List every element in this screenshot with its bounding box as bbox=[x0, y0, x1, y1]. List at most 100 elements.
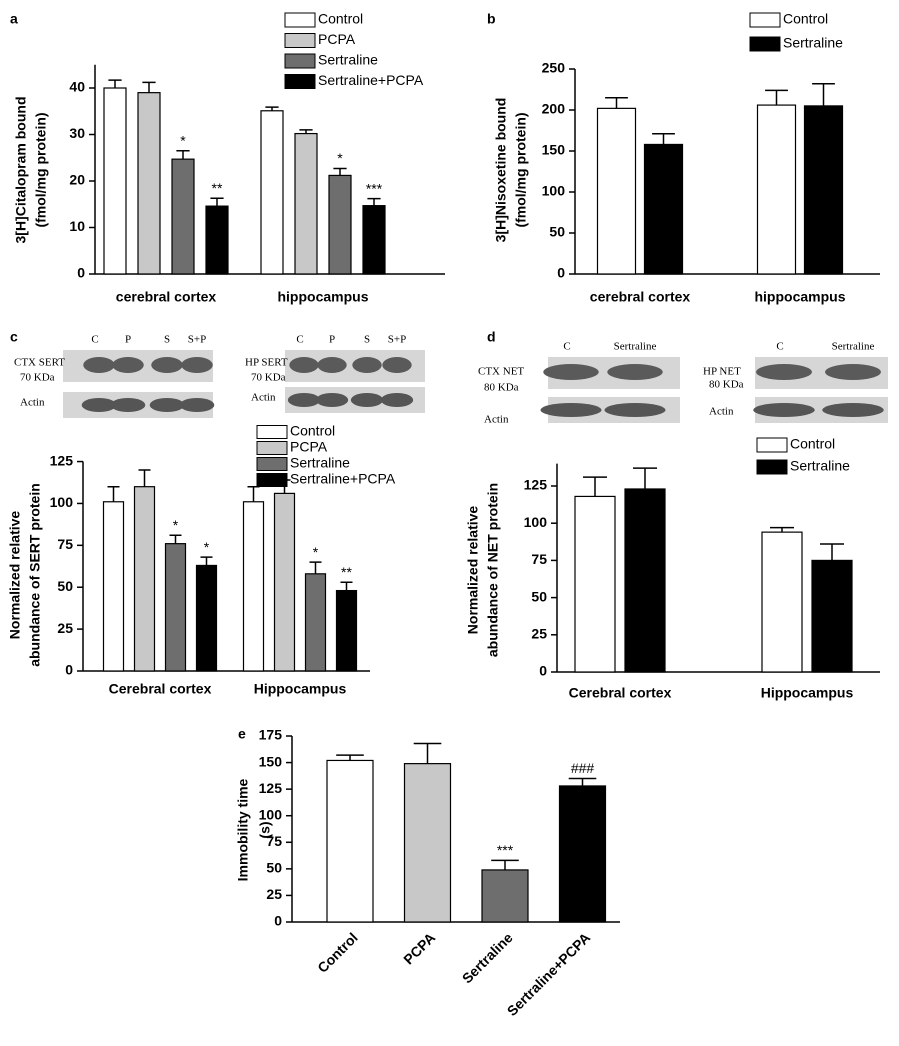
legend-label: Control bbox=[318, 11, 363, 27]
blot-band bbox=[822, 403, 884, 417]
y-tick-label: 50 bbox=[266, 860, 282, 876]
y-tick-label: 125 bbox=[259, 780, 283, 796]
error-bar bbox=[413, 742, 442, 764]
blot-target: CTX SERT bbox=[14, 357, 65, 369]
blot-target: CTX NET bbox=[478, 366, 524, 378]
blot-control: Actin bbox=[709, 406, 734, 418]
y-tick-label: 100 bbox=[524, 514, 548, 530]
x-tick-label: cerebral cortex bbox=[116, 289, 217, 305]
y-axis-label: Immobility time bbox=[235, 778, 251, 881]
bar bbox=[205, 205, 229, 275]
bar bbox=[481, 869, 529, 923]
blot-size: 70 KDa bbox=[20, 372, 55, 384]
error-bar bbox=[605, 96, 628, 109]
y-tick-label: 25 bbox=[531, 626, 547, 642]
error-bar bbox=[633, 467, 657, 489]
blot-band bbox=[151, 357, 183, 373]
bar bbox=[756, 104, 797, 275]
bar bbox=[624, 488, 666, 673]
error-bar bbox=[176, 150, 190, 160]
error-bar bbox=[247, 485, 260, 502]
x-tick-label: Hippocampus bbox=[254, 681, 347, 697]
y-axis-label: abundance of SERT protein bbox=[27, 483, 43, 667]
y-tick-label: 10 bbox=[69, 218, 85, 234]
y-tick-label: 75 bbox=[266, 833, 282, 849]
legend-swatch bbox=[256, 441, 288, 455]
lane-label: S bbox=[364, 334, 370, 346]
significance-label: * bbox=[313, 544, 319, 560]
blot-band bbox=[315, 393, 349, 407]
bar bbox=[761, 531, 803, 673]
bar bbox=[102, 501, 125, 672]
y-tick-label: 200 bbox=[542, 101, 566, 117]
panel-label: c bbox=[10, 329, 18, 345]
y-tick-label: 20 bbox=[69, 172, 85, 188]
blot-band bbox=[112, 357, 144, 373]
y-tick-label: 100 bbox=[259, 806, 283, 822]
y-tick-label: 30 bbox=[69, 125, 85, 141]
bar bbox=[195, 564, 218, 672]
bar bbox=[362, 205, 386, 275]
y-tick-label: 0 bbox=[539, 663, 547, 679]
y-tick-label: 250 bbox=[542, 60, 566, 76]
blot-size: 80 KDa bbox=[709, 379, 744, 391]
legend-swatch bbox=[284, 33, 316, 48]
bar bbox=[811, 559, 853, 673]
significance-label: ** bbox=[212, 180, 223, 196]
lane-label: Sertraline bbox=[832, 341, 875, 353]
y-tick-label: 75 bbox=[57, 536, 73, 552]
error-bar bbox=[138, 469, 151, 487]
lane-label: C bbox=[776, 341, 783, 353]
significance-label: *** bbox=[366, 180, 383, 196]
panel-label: a bbox=[10, 11, 18, 27]
legend-swatch bbox=[284, 74, 316, 89]
legend-label: Control bbox=[790, 436, 835, 452]
lane-label: P bbox=[125, 334, 131, 346]
blot-control: Actin bbox=[20, 397, 45, 409]
lane-label: C bbox=[296, 334, 303, 346]
blot-size: 80 KDa bbox=[484, 382, 519, 394]
error-bar bbox=[200, 556, 213, 566]
blot-band bbox=[289, 357, 319, 373]
blot-band bbox=[604, 403, 666, 417]
significance-label: ** bbox=[341, 564, 352, 580]
y-axis-label: Normalized relative bbox=[7, 511, 23, 640]
blot-band bbox=[317, 357, 347, 373]
y-tick-label: 0 bbox=[274, 913, 282, 929]
y-tick-label: 175 bbox=[259, 727, 283, 743]
error-bar bbox=[812, 83, 835, 106]
blot-band bbox=[352, 357, 382, 373]
blot-band bbox=[287, 393, 321, 407]
legend-label: Sertraline+PCPA bbox=[290, 471, 396, 487]
bar bbox=[133, 486, 156, 672]
blot-control: Actin bbox=[484, 414, 509, 426]
lane-label: P bbox=[329, 334, 335, 346]
y-tick-label: 125 bbox=[50, 452, 74, 468]
y-tick-label: 100 bbox=[542, 183, 566, 199]
legend-swatch bbox=[756, 459, 788, 475]
y-tick-label: 50 bbox=[549, 224, 565, 240]
error-bar bbox=[309, 561, 322, 574]
panel-label: b bbox=[487, 11, 496, 27]
bar bbox=[596, 107, 637, 275]
error-bar bbox=[568, 777, 597, 786]
error-bar bbox=[210, 197, 224, 207]
x-tick-label: Hippocampus bbox=[761, 685, 854, 701]
y-tick-label: 25 bbox=[266, 886, 282, 902]
error-bar bbox=[367, 197, 381, 206]
legend-label: Control bbox=[290, 423, 335, 439]
x-tick-label: Sertraline+PCPA bbox=[504, 929, 594, 1019]
y-tick-label: 150 bbox=[259, 753, 283, 769]
blot-band bbox=[753, 403, 815, 417]
error-bar bbox=[652, 133, 675, 145]
y-tick-label: 100 bbox=[50, 494, 74, 510]
bar bbox=[328, 174, 352, 275]
error-bar bbox=[336, 754, 364, 761]
blot-band bbox=[543, 364, 599, 380]
x-tick-label: Cerebral cortex bbox=[109, 681, 212, 697]
legend-swatch bbox=[284, 53, 316, 69]
blot-band bbox=[110, 398, 146, 412]
y-tick-label: 25 bbox=[57, 620, 73, 636]
significance-label: ### bbox=[571, 760, 595, 776]
